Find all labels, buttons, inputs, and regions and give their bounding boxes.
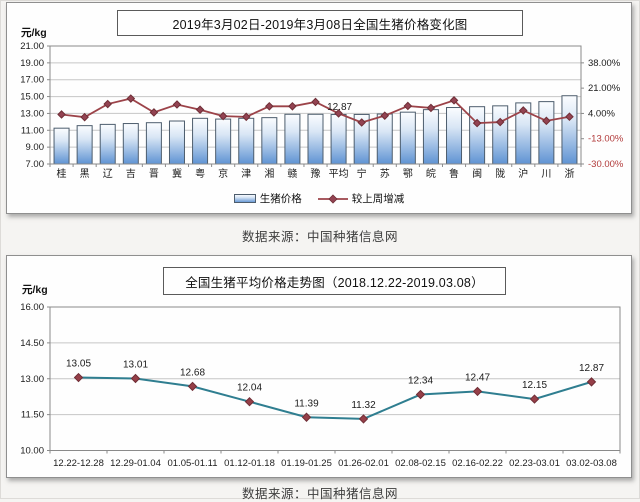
svg-text:冀: 冀 <box>172 167 182 180</box>
svg-text:皖: 皖 <box>426 167 436 180</box>
legend-label-weekly-change: 较上周增减 <box>351 193 405 205</box>
svg-text:12.47: 12.47 <box>465 372 490 383</box>
svg-text:15.00: 15.00 <box>20 92 44 103</box>
chart2-unit-label: 元/kg <box>22 284 48 296</box>
svg-text:13.00: 13.00 <box>20 374 44 385</box>
svg-text:01.12-01.18: 01.12-01.18 <box>224 458 275 469</box>
svg-text:38.00%: 38.00% <box>588 58 621 69</box>
svg-text:津: 津 <box>241 168 251 180</box>
line-series-swatch <box>317 193 348 204</box>
svg-text:11.00: 11.00 <box>21 125 44 136</box>
svg-text:7.00: 7.00 <box>26 159 45 170</box>
svg-text:02.23-03.01: 02.23-03.01 <box>509 458 560 469</box>
svg-text:01.26-02.01: 01.26-02.01 <box>338 458 389 469</box>
average-price-trend-chart-title: 全国生猪平均价格走势图（2018.12.22-2019.03.08） <box>163 267 506 295</box>
svg-text:11.32: 11.32 <box>351 400 376 411</box>
svg-text:川: 川 <box>541 169 551 180</box>
svg-text:晋: 晋 <box>149 168 159 180</box>
svg-text:4.00%: 4.00% <box>588 108 615 119</box>
svg-text:01.19-01.25: 01.19-01.25 <box>281 458 332 469</box>
svg-text:02.08-02.15: 02.08-02.15 <box>395 458 446 469</box>
svg-text:辽: 辽 <box>103 168 113 180</box>
svg-text:12.29-01.04: 12.29-01.04 <box>110 458 161 469</box>
svg-text:16.00: 16.00 <box>20 302 44 313</box>
svg-text:12.87: 12.87 <box>327 102 352 113</box>
svg-text:12.68: 12.68 <box>180 367 205 378</box>
average-price-trend-chart-panel: 16.00 14.50 13.00 11.50 10.00 12.22-12.28 12.2… <box>6 255 632 478</box>
svg-text:12.34: 12.34 <box>408 376 433 387</box>
svg-text:10.00: 10.00 <box>20 446 44 457</box>
svg-text:03.02-03.08: 03.02-03.08 <box>566 458 617 469</box>
svg-text:京: 京 <box>218 167 228 180</box>
svg-text:-13.00%: -13.00% <box>588 134 624 145</box>
svg-text:豫: 豫 <box>311 167 321 180</box>
svg-text:吉: 吉 <box>126 168 136 180</box>
chart1-unit-label: 元/kg <box>21 27 47 39</box>
svg-text:14.50: 14.50 <box>20 338 44 349</box>
svg-text:桂: 桂 <box>57 167 67 180</box>
svg-text:01.05-01.11: 01.05-01.11 <box>167 458 217 469</box>
source-note-top: 数据来源：中国种猪信息网 <box>241 230 398 244</box>
pig-price-change-chart-plot: 21.00 19.00 17.00 15.00 13.00 11.00 9.00 7.00 38… <box>20 41 624 180</box>
svg-text:宁: 宁 <box>357 167 367 180</box>
svg-text:苏: 苏 <box>380 167 390 180</box>
svg-text:平均: 平均 <box>329 168 349 180</box>
svg-text:鲁: 鲁 <box>449 167 459 180</box>
svg-text:12.04: 12.04 <box>237 383 262 394</box>
svg-text:13.01: 13.01 <box>123 360 148 371</box>
svg-text:11.39: 11.39 <box>294 398 319 409</box>
svg-text:12.87: 12.87 <box>579 363 604 374</box>
svg-text:鄂: 鄂 <box>403 168 413 180</box>
svg-text:赣: 赣 <box>287 167 297 180</box>
svg-text:9.00: 9.00 <box>26 142 45 153</box>
pig-price-change-chart-panel: 21.00 19.00 17.00 15.00 13.00 11.00 9.00 7.00 38… <box>6 2 632 214</box>
legend-item-pig-price: 生猪价格 <box>233 191 302 206</box>
svg-text:19.00: 19.00 <box>20 58 44 69</box>
svg-text:-30.00%: -30.00% <box>588 159 624 170</box>
chart1-legend: 生猪价格 较上周增减 <box>7 191 631 206</box>
svg-text:17.00: 17.00 <box>20 75 44 86</box>
svg-text:粤: 粤 <box>195 167 205 180</box>
average-price-trend-chart-plot: 16.00 14.50 13.00 11.50 10.00 12.22-12.28 12.2… <box>20 302 621 469</box>
svg-text:陇: 陇 <box>495 167 505 180</box>
svg-text:湘: 湘 <box>264 167 274 180</box>
svg-text:13.05: 13.05 <box>66 359 91 370</box>
svg-text:21.00%: 21.00% <box>588 83 621 94</box>
svg-text:13.00: 13.00 <box>20 108 44 119</box>
legend-item-weekly-change: 较上周增减 <box>317 191 405 206</box>
svg-text:12.22-12.28: 12.22-12.28 <box>53 458 104 469</box>
svg-text:12.15: 12.15 <box>522 380 547 391</box>
svg-text:闽: 闽 <box>472 167 482 180</box>
source-note-bottom: 数据来源：中国种猪信息网 <box>241 487 398 501</box>
svg-text:黑: 黑 <box>80 168 90 180</box>
svg-text:沪: 沪 <box>518 167 528 180</box>
svg-text:浙: 浙 <box>564 168 574 180</box>
svg-text:02.16-02.22: 02.16-02.22 <box>452 458 503 469</box>
svg-text:11.50: 11.50 <box>21 410 44 421</box>
bar-series-swatch <box>233 194 256 203</box>
legend-label-pig-price: 生猪价格 <box>259 193 302 205</box>
svg-text:21.00: 21.00 <box>20 41 44 52</box>
pig-price-change-chart-title: 2019年3月02日-2019年3月08日全国生猪价格变化图 <box>117 10 523 36</box>
